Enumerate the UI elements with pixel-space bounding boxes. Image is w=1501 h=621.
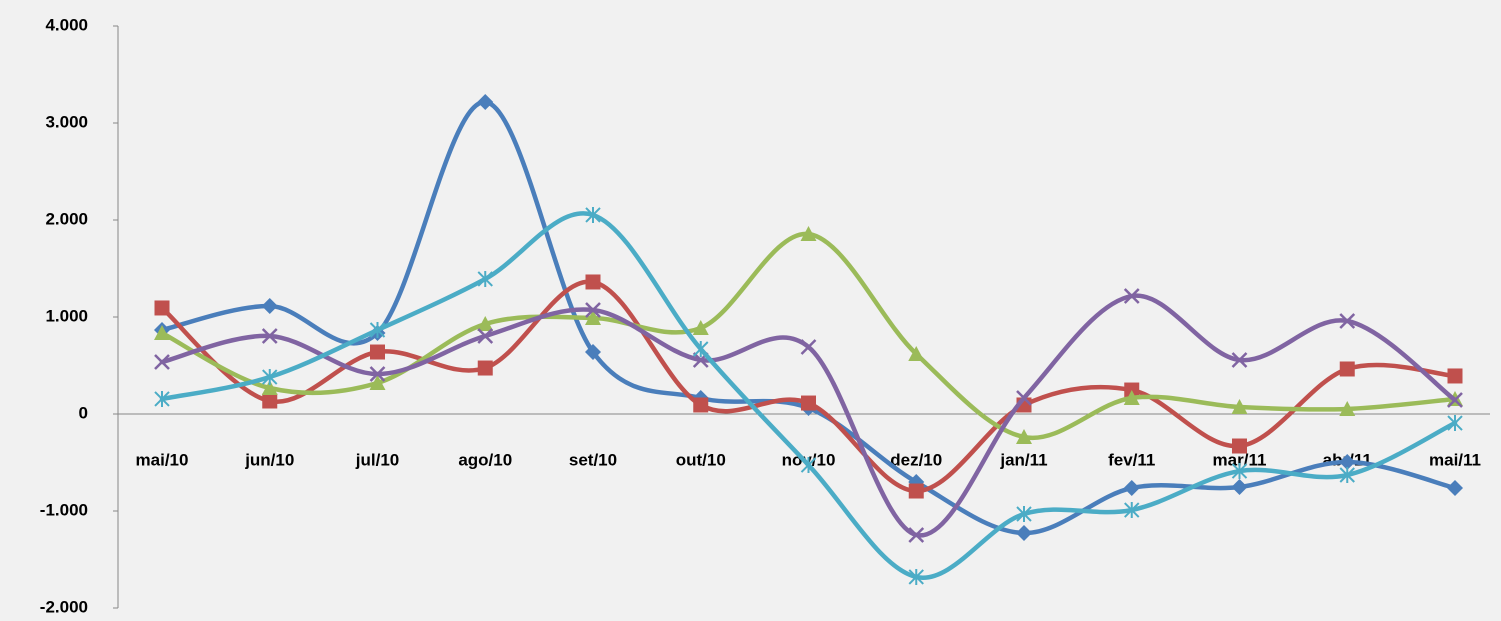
y-tick-label: 2.000 [45,209,88,228]
marker [1231,352,1248,368]
marker [369,321,386,338]
marker [800,339,817,355]
marker [585,344,601,361]
marker [692,319,709,335]
marker [1339,313,1356,329]
marker [370,344,385,360]
marker [1124,502,1140,519]
marker [908,527,925,543]
marker [908,483,924,499]
marker [1231,399,1248,415]
marker [477,94,494,111]
x-tick-label: mai/10 [136,450,189,469]
y-tick-label: 1.000 [45,306,88,325]
marker [1447,392,1463,408]
marker [800,457,817,474]
marker [800,225,817,241]
marker [1232,438,1247,454]
marker [369,366,386,382]
marker [1016,525,1032,542]
marker [261,328,278,344]
marker [1339,454,1356,471]
marker [1339,467,1355,484]
marker [477,360,493,376]
marker [908,345,925,361]
y-tick-label: 3.000 [45,112,88,131]
x-tick-label: dez/10 [890,450,942,469]
marker [585,274,601,290]
x-tick-label: jun/10 [244,450,294,469]
marker [585,309,601,325]
y-tick-label: -1.000 [40,500,88,519]
marker [585,206,601,223]
x-tick-label: out/10 [676,450,726,469]
marker [1339,400,1356,416]
marker [154,325,170,341]
marker [801,395,816,411]
y-tick-label: 0 [79,403,88,422]
x-tick-label: jul/10 [355,450,399,469]
marker [477,315,494,331]
y-tick-label: 4.000 [45,15,88,34]
x-tick-label: mar/11 [1213,450,1267,469]
x-tick-label: fev/11 [1108,450,1155,469]
marker [1231,479,1248,496]
marker [262,369,278,386]
x-tick-label: set/10 [569,450,617,469]
marker [262,393,278,409]
marker [1016,428,1032,444]
y-tick-label: -2.000 [40,597,88,616]
marker [1123,288,1140,304]
marker [477,328,494,344]
marker [693,397,709,413]
marker [477,270,493,287]
marker [1447,415,1463,432]
x-tick-label: jan/11 [999,450,1047,469]
marker [585,302,601,318]
marker [154,300,170,316]
marker [261,298,278,315]
marker [908,568,924,585]
marker [1447,480,1463,497]
marker [369,374,386,390]
marker [693,341,709,358]
marker [154,354,170,370]
marker [1123,480,1140,497]
x-tick-label: mai/11 [1429,450,1481,469]
marker [1016,506,1032,523]
marker [154,390,170,407]
x-tick-label: ago/10 [458,450,512,469]
marker [1447,368,1463,384]
marker [1339,361,1355,377]
marker [1231,463,1248,480]
marker [1016,390,1032,406]
marker [1123,389,1140,405]
marker [261,380,278,396]
